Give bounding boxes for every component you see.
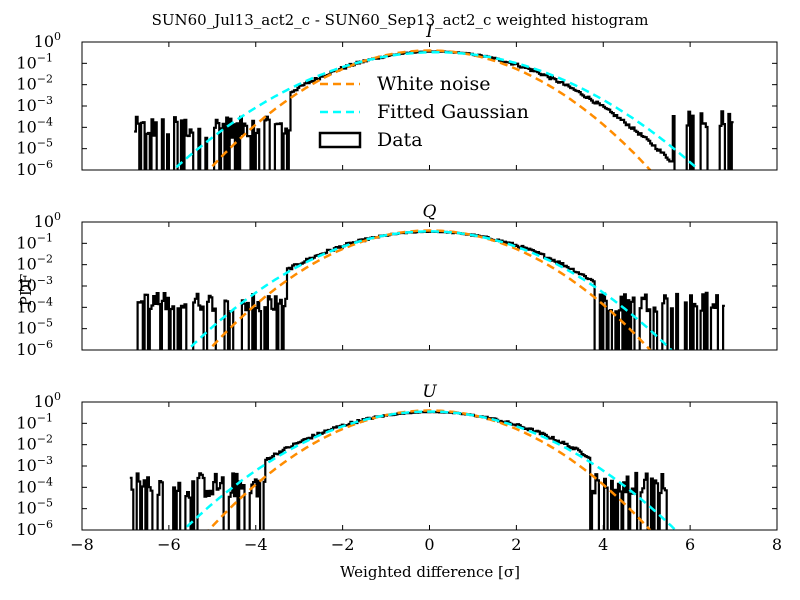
y-tick-label: 10−1 (16, 51, 53, 72)
x-tick-label: 4 (598, 535, 608, 554)
data-histogram (136, 230, 725, 350)
y-tick-label: 10−1 (16, 231, 53, 252)
y-tick-label: 10−3 (16, 454, 53, 475)
y-tick-label: 10−5 (16, 317, 53, 338)
y-tick-label: 100 (34, 30, 61, 51)
plot-area (129, 409, 678, 530)
fitted-gaussian-curve (185, 230, 673, 350)
legend-label: White noise (377, 73, 491, 95)
y-tick-label: 10−2 (16, 73, 53, 94)
legend: White noise Fitted Gaussian Data (318, 73, 529, 151)
y-tick-label: 10−2 (16, 433, 53, 454)
y-tick-label: 100 (34, 210, 61, 231)
white-noise-curve (207, 409, 652, 530)
y-tick-label: 10−4 (16, 115, 53, 136)
x-tick-label: −6 (157, 535, 181, 554)
y-axis-label: PDF (17, 274, 35, 307)
legend-label: Fitted Gaussian (377, 101, 529, 123)
subplot-2: U −8 −6 −4 −2 0 2 4 6 8 10010−110−210−310−410−510−… (16, 382, 782, 554)
y-tick-label: 10−5 (16, 137, 53, 158)
x-tick-label: 0 (424, 535, 434, 554)
plot-area (136, 229, 725, 350)
x-axis-label: Weighted difference [σ] (340, 563, 520, 581)
y-tick-label: 10−1 (16, 411, 53, 432)
y-tick-label: 10−4 (16, 295, 53, 316)
y-tick-label: 100 (34, 390, 61, 411)
y-tick-label: 10−2 (16, 253, 53, 274)
x-tick-label: −8 (70, 535, 94, 554)
y-tick-label: 10−4 (16, 475, 53, 496)
y-tick-label: 10−3 (16, 274, 53, 295)
x-tick-label: 8 (772, 535, 782, 554)
x-tick-label: 2 (511, 535, 521, 554)
panel-title: I (425, 22, 433, 42)
x-tick-label: −2 (331, 535, 355, 554)
plot-area (134, 49, 734, 170)
y-tick-label: 10−6 (16, 158, 53, 179)
fitted-gaussian-curve (181, 410, 678, 530)
x-tick-label: −4 (244, 535, 268, 554)
legend-item: Data (318, 129, 423, 151)
y-tick-label: 10−5 (16, 497, 53, 518)
white-noise-curve (207, 229, 652, 350)
y-tick-label: 10−3 (16, 94, 53, 115)
legend-item: White noise (320, 73, 491, 95)
y-tick-label: 10−6 (16, 518, 53, 539)
y-tick-label: 10−6 (16, 338, 53, 359)
fitted-gaussian-curve (171, 50, 701, 170)
legend-swatch (318, 131, 362, 149)
white-noise-curve (207, 49, 652, 170)
legend-item: Fitted Gaussian (320, 101, 529, 123)
x-tick-label: 6 (685, 535, 695, 554)
panel-title: Q (423, 202, 437, 222)
panel-title: U (422, 382, 437, 402)
figure-title: SUN60_Jul13_act2_c - SUN60_Sep13_act2_c … (152, 11, 649, 29)
legend-label: Data (377, 129, 423, 151)
